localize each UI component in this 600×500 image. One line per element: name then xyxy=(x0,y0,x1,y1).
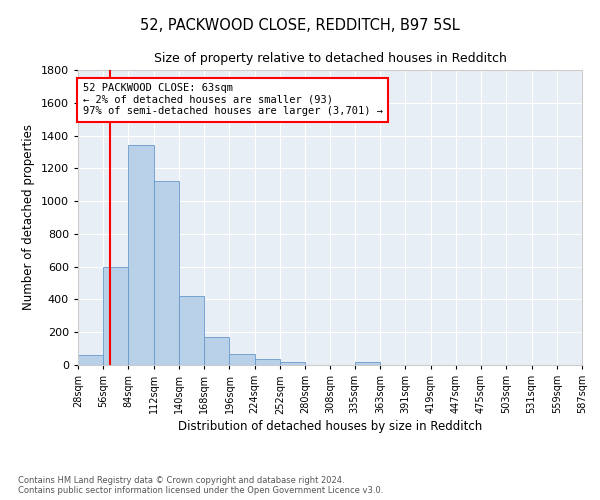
Text: Contains HM Land Registry data © Crown copyright and database right 2024.
Contai: Contains HM Land Registry data © Crown c… xyxy=(18,476,383,495)
X-axis label: Distribution of detached houses by size in Redditch: Distribution of detached houses by size … xyxy=(178,420,482,434)
Bar xyxy=(154,182,179,365)
Bar xyxy=(128,146,154,365)
Bar xyxy=(179,296,204,365)
Bar xyxy=(204,337,229,365)
Bar xyxy=(78,355,103,365)
Text: 52, PACKWOOD CLOSE, REDDITCH, B97 5SL: 52, PACKWOOD CLOSE, REDDITCH, B97 5SL xyxy=(140,18,460,32)
Bar xyxy=(229,354,255,365)
Bar xyxy=(280,362,305,365)
Text: 52 PACKWOOD CLOSE: 63sqm
← 2% of detached houses are smaller (93)
97% of semi-de: 52 PACKWOOD CLOSE: 63sqm ← 2% of detache… xyxy=(83,83,383,116)
Y-axis label: Number of detached properties: Number of detached properties xyxy=(22,124,35,310)
Title: Size of property relative to detached houses in Redditch: Size of property relative to detached ho… xyxy=(154,52,506,64)
Bar xyxy=(355,362,380,365)
Bar xyxy=(255,359,280,365)
Bar xyxy=(103,266,128,365)
